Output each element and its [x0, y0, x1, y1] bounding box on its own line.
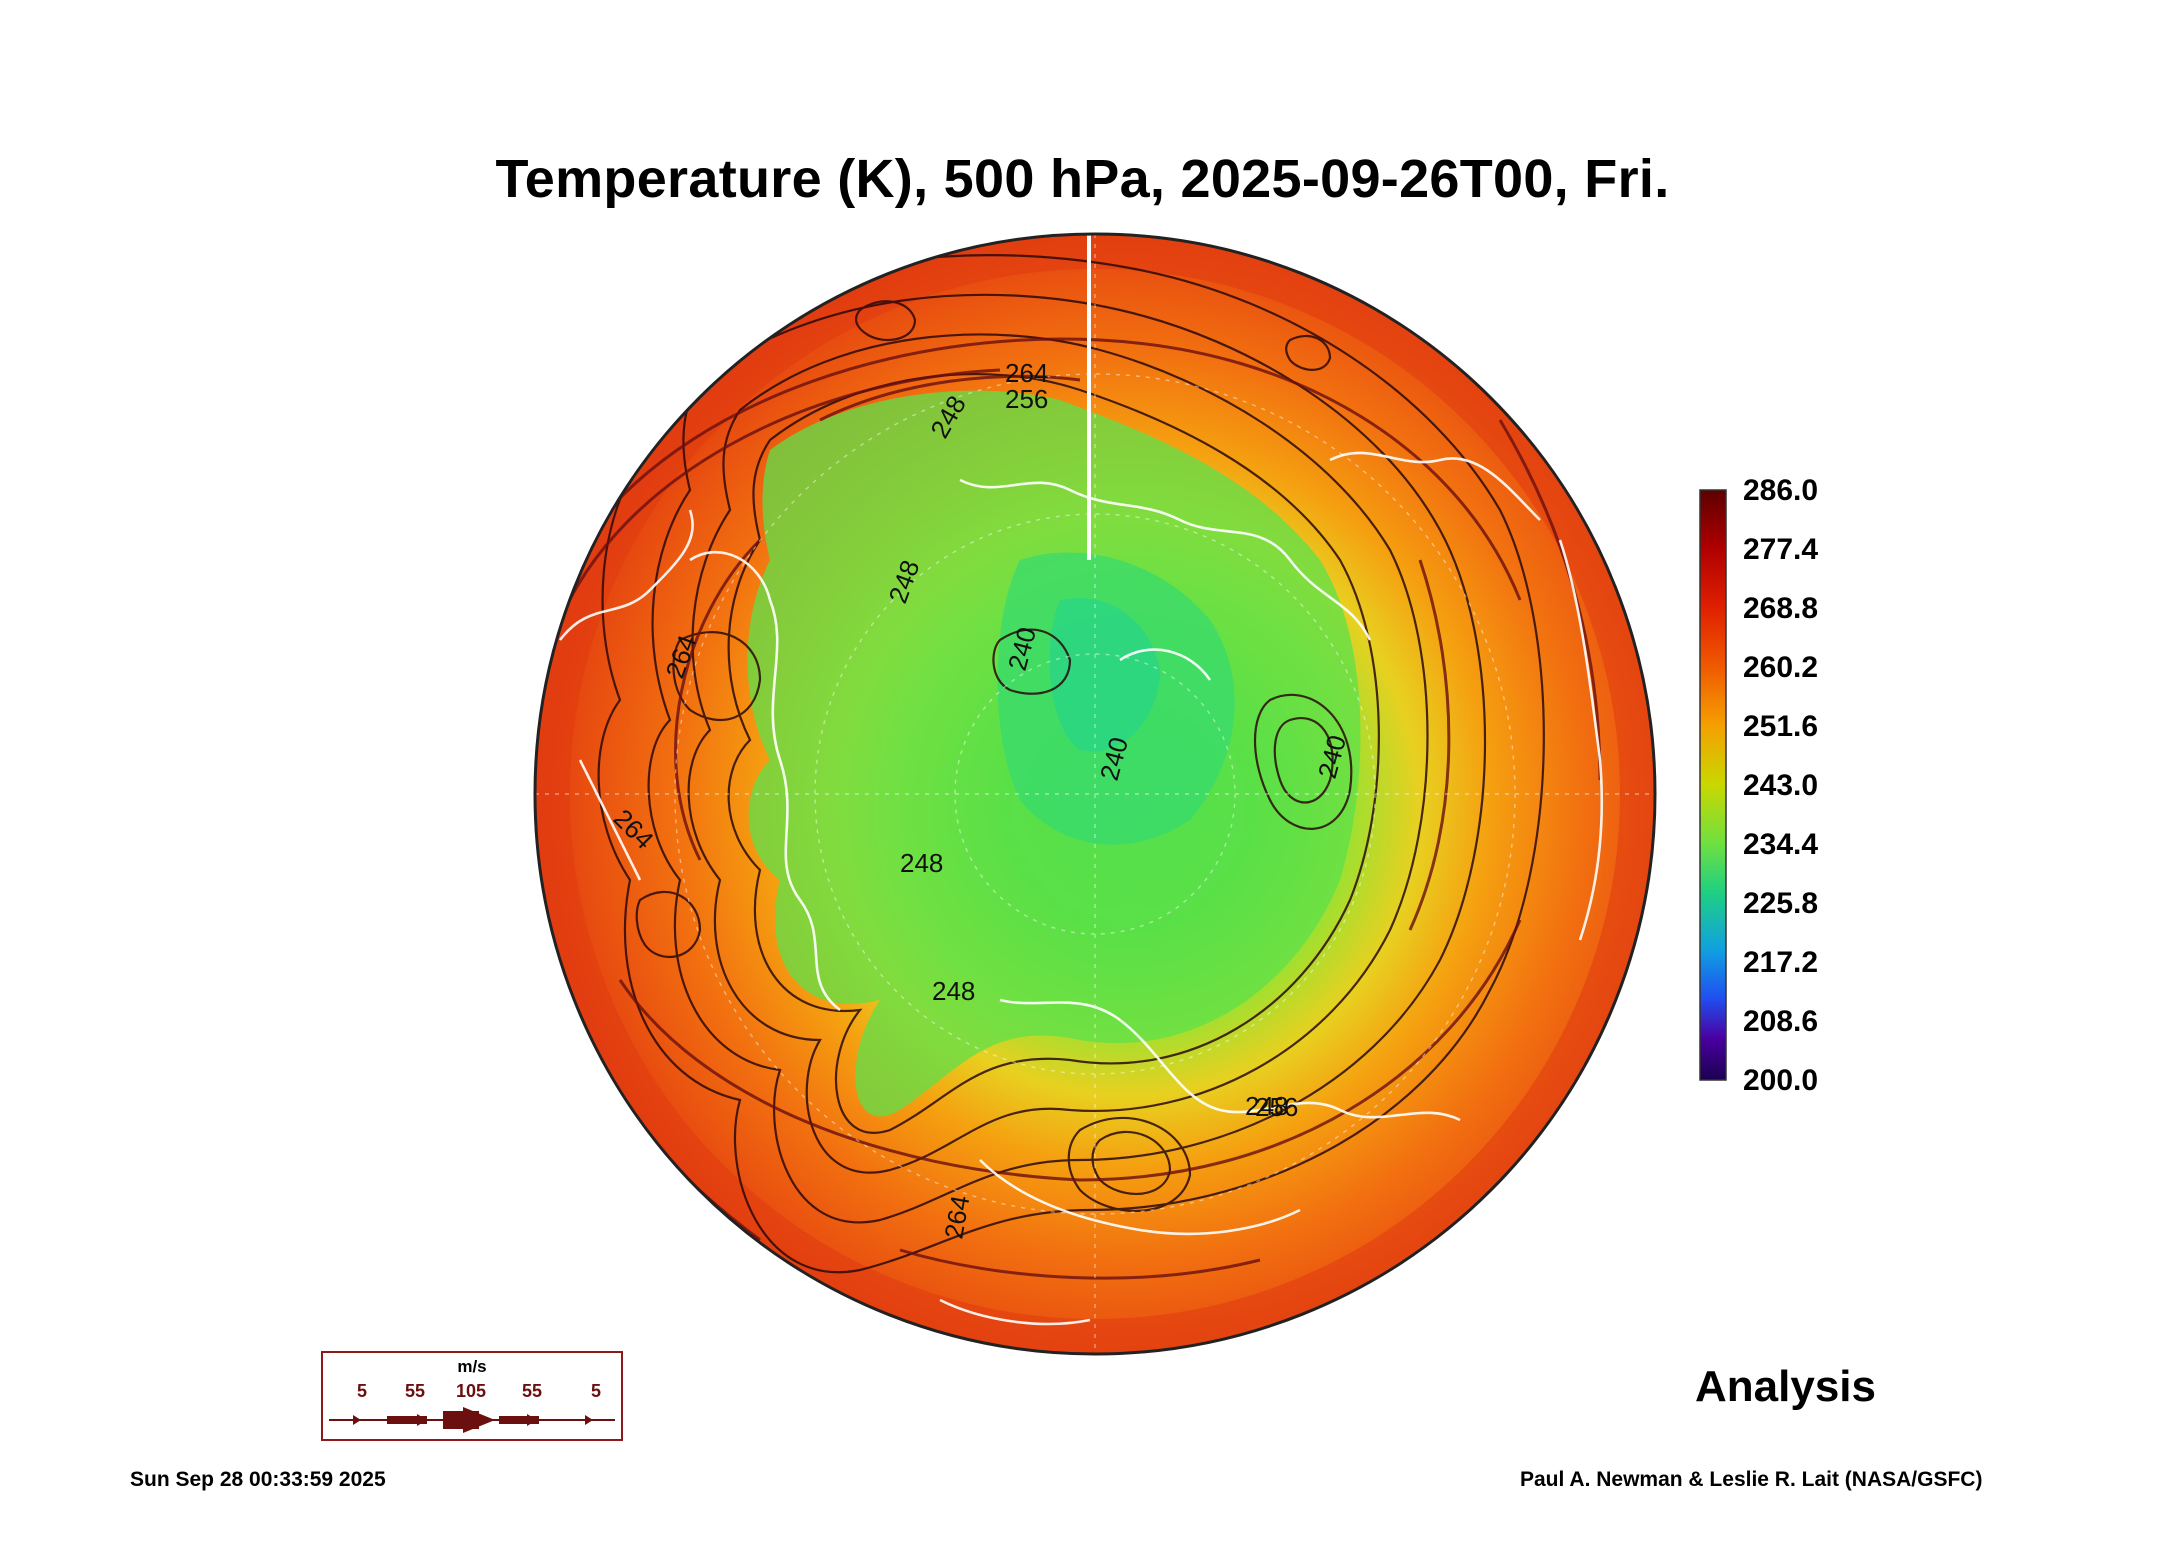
globe-outline [533, 232, 1657, 1356]
colorbar-label: 200.0 [1743, 1064, 1819, 1097]
chart-title: Temperature (K), 500 hPa, 2025-09-26T00,… [495, 149, 1670, 209]
contour-label: 248 [1245, 1091, 1288, 1121]
contour-label: 248 [900, 848, 943, 878]
contour-label: 248 [932, 976, 975, 1006]
graticule [535, 234, 1655, 1354]
contour-label: 264 [938, 1193, 975, 1241]
analysis-label: Analysis [1695, 1362, 1876, 1411]
wind-unit: m/s [457, 1357, 487, 1376]
isotherms [597, 254, 1545, 1274]
colorbar-label: 217.2 [1743, 946, 1819, 979]
wind-value: 5 [591, 1381, 602, 1401]
colorbar-label: 208.6 [1743, 1005, 1819, 1038]
wind-value: 105 [456, 1381, 487, 1401]
colorbar-label: 277.4 [1743, 533, 1819, 566]
contour-label: 256 [1255, 1092, 1298, 1122]
coastlines [558, 451, 1604, 1326]
colorbar-label: 260.2 [1743, 651, 1819, 684]
colorbar-label: 225.8 [1743, 887, 1819, 920]
wind-scale-arrow [329, 1407, 615, 1433]
colorbar-label: 251.6 [1743, 710, 1819, 743]
wind-value: 55 [522, 1381, 543, 1401]
colorbar-label: 234.4 [1743, 828, 1819, 861]
credit: Paul A. Newman & Leslie R. Lait (NASA/GS… [1520, 1468, 1983, 1491]
generation-timestamp: Sun Sep 28 00:33:59 2025 [130, 1468, 386, 1491]
contour-label: 264 [1005, 358, 1048, 388]
colorbar-label: 286.0 [1743, 474, 1819, 507]
contour-label: 256 [1005, 384, 1048, 414]
globe [535, 234, 1655, 1354]
wind-legend: m/s 5 55 105 55 5 [321, 1351, 623, 1441]
wind-value: 5 [357, 1381, 368, 1401]
colorbar [1699, 489, 1727, 1081]
wind-value: 55 [405, 1381, 426, 1401]
colorbar-label: 243.0 [1743, 769, 1819, 802]
colorbar-label: 268.8 [1743, 592, 1819, 625]
